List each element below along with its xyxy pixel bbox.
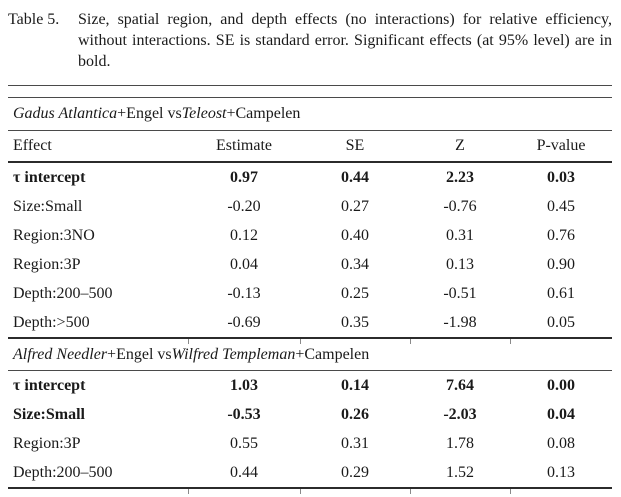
cell-effect: Region:3P [13, 434, 81, 452]
caption-text: Size, spatial region, and depth effects … [78, 11, 612, 70]
cell-effect: τ intercept [13, 168, 86, 186]
table-row: Region:3P 0.55 0.31 1.78 0.08 [8, 429, 612, 458]
cell-se: 0.31 [341, 434, 369, 452]
table-row: τ intercept 0.97 0.44 2.23 0.03 [8, 163, 612, 192]
table-row: Region:3P 0.04 0.34 0.13 0.90 [8, 250, 612, 279]
table-caption: Table 5. Size, spatial region, and depth… [8, 9, 612, 72]
cell-se: 0.14 [341, 376, 369, 394]
cell-boundary-tick [188, 339, 189, 344]
cell-estimate: 0.12 [230, 226, 258, 244]
cell-se: 0.40 [341, 226, 369, 244]
cell-effect: Region:3NO [13, 226, 95, 244]
gear-name: +Engel vs [117, 105, 182, 122]
cell-se: 0.27 [341, 197, 369, 215]
cell-estimate: -0.13 [227, 284, 261, 302]
cell-z: 0.31 [446, 226, 474, 244]
cell-pvalue: 0.04 [547, 405, 575, 423]
gear-name: +Campelen [295, 345, 370, 363]
cell-estimate: 0.97 [230, 168, 258, 186]
cell-effect: Size:Small [13, 197, 83, 215]
cell-estimate: 0.04 [230, 255, 258, 273]
cell-se: 0.44 [341, 168, 369, 186]
cell-effect: Depth:>500 [13, 313, 90, 331]
cell-pvalue: 0.76 [547, 226, 575, 244]
cell-pvalue: 0.05 [547, 313, 575, 331]
vessel-name: Wilfred Templeman [171, 345, 296, 363]
vessel-name: Teleost [181, 105, 227, 122]
cell-z: 1.52 [446, 463, 474, 481]
cell-z: 2.23 [446, 168, 474, 186]
cell-z: -2.03 [443, 405, 477, 423]
cell-boundary-tick [300, 489, 301, 494]
cell-pvalue: 0.08 [547, 434, 575, 452]
cell-estimate: 0.44 [230, 463, 258, 481]
cell-estimate: -0.20 [227, 197, 261, 215]
section-1-title: Gadus Atlantica +Engel vs Teleost +Campele… [8, 98, 612, 131]
cell-boundary-tick [410, 339, 411, 344]
cell-estimate: -0.69 [227, 313, 261, 331]
table-row: Region:3NO 0.12 0.40 0.31 0.76 [8, 221, 612, 250]
cell-effect: Depth:200–500 [13, 284, 113, 302]
caption-label: Table 5. [8, 11, 60, 28]
cell-effect: Size:Small [13, 405, 85, 423]
cell-se: 0.34 [341, 255, 369, 273]
cell-pvalue: 0.45 [547, 197, 575, 215]
cell-boundary-tick [510, 339, 511, 344]
cell-z: -0.51 [443, 284, 477, 302]
cell-estimate: 0.55 [230, 434, 258, 452]
gear-name: +Engel vs [107, 345, 172, 363]
cell-pvalue: 0.13 [547, 463, 575, 481]
column-header-effect: Effect [13, 137, 52, 154]
cell-pvalue: 0.90 [547, 255, 575, 273]
cell-z: 0.13 [446, 255, 474, 273]
cell-pvalue: 0.00 [547, 376, 575, 394]
column-header-estimate: Estimate [216, 137, 272, 154]
cell-z: -0.76 [443, 197, 477, 215]
table-header-row: Effect Estimate SE Z P-value [8, 131, 612, 163]
cell-pvalue: 0.03 [547, 168, 575, 186]
cell-boundary-tick [188, 489, 189, 494]
cell-effect: τ intercept [13, 376, 86, 394]
gear-name: +Campelen [226, 105, 301, 122]
table-row: Depth:200–500 -0.13 0.25 -0.51 0.61 [8, 279, 612, 308]
cell-z: 1.78 [446, 434, 474, 452]
cell-boundary-tick [300, 339, 301, 344]
cell-z: -1.98 [443, 313, 477, 331]
cell-effect: Depth:200–500 [13, 463, 113, 481]
vessel-name: Gadus Atlantica [13, 105, 118, 122]
column-header-z: Z [455, 137, 465, 154]
table-row: Depth:200–500 0.44 0.29 1.52 0.13 [8, 458, 612, 487]
bottom-rule [8, 487, 612, 494]
cell-boundary-tick [410, 489, 411, 494]
table-row: Depth:>500 -0.69 0.35 -1.98 0.05 [8, 308, 612, 337]
section-2-title: Alfred Needler +Engel vs Wilfred Templema… [8, 339, 612, 371]
table-row: Size:Small -0.53 0.26 -2.03 0.04 [8, 400, 612, 429]
results-table: Gadus Atlantica +Engel vs Teleost +Campele… [8, 85, 612, 494]
column-header-pvalue: P-value [536, 137, 586, 154]
cell-pvalue: 0.61 [547, 284, 575, 302]
cell-z: 7.64 [446, 376, 474, 394]
cell-effect: Region:3P [13, 255, 81, 273]
table-row: Size:Small -0.20 0.27 -0.76 0.45 [8, 192, 612, 221]
top-double-rule [8, 85, 612, 98]
cell-se: 0.26 [341, 405, 369, 423]
column-header-se: SE [345, 137, 365, 154]
vessel-name: Alfred Needler [13, 345, 108, 363]
cell-estimate: 1.03 [230, 376, 258, 394]
section-divider-rule [8, 337, 612, 344]
cell-se: 0.35 [341, 313, 369, 331]
cell-se: 0.29 [341, 463, 369, 481]
cell-boundary-tick [510, 489, 511, 494]
table-row: τ intercept 1.03 0.14 7.64 0.00 [8, 371, 612, 400]
cell-estimate: -0.53 [227, 405, 261, 423]
cell-se: 0.25 [341, 284, 369, 302]
